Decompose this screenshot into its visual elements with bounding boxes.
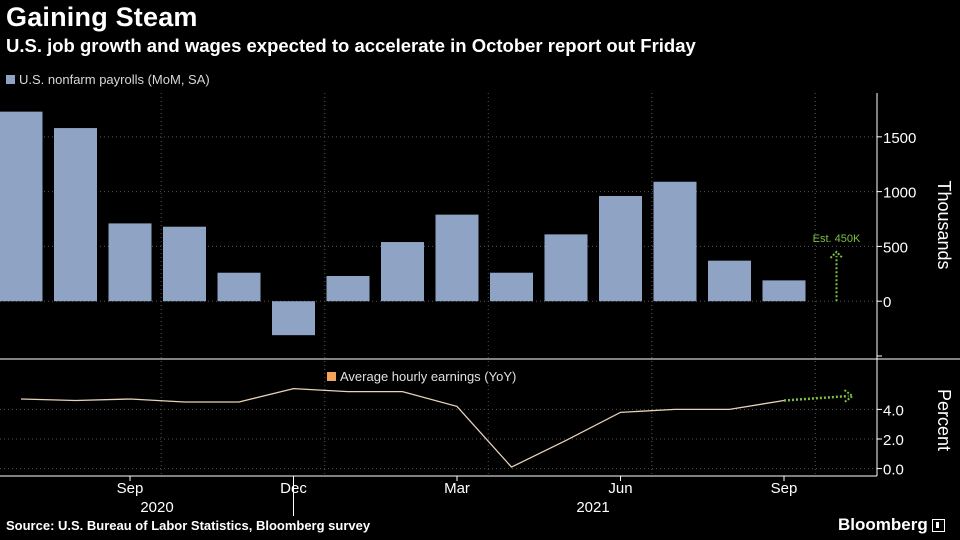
payroll-bar [435, 214, 479, 302]
brand-name: Bloomberg [838, 515, 928, 534]
earnings-legend: Average hourly earnings (YoY) [327, 369, 521, 384]
payroll-bar [381, 242, 424, 302]
earnings-legend-swatch [327, 372, 336, 381]
payrolls-legend-swatch [6, 75, 15, 84]
payroll-bar [217, 272, 261, 302]
payroll-bar [653, 181, 697, 302]
x-tick-label: Jun [608, 480, 632, 497]
bloomberg-chart-icon [931, 518, 945, 532]
payrolls-legend-label: U.S. nonfarm payrolls (MoM, SA) [19, 72, 210, 87]
chart-subtitle: U.S. job growth and wages expected to ac… [6, 35, 696, 56]
payroll-bar [163, 226, 206, 302]
payroll-bar [54, 128, 97, 302]
source-note: Source: U.S. Bureau of Labor Statistics,… [6, 518, 371, 533]
bloomberg-logo: Bloomberg [838, 515, 945, 535]
estimate-arrow-head [829, 250, 844, 259]
payroll-bar [272, 301, 315, 336]
y-tick-label-bottom: 0.0 [883, 462, 904, 479]
payroll-bar [762, 280, 806, 302]
payroll-bar [108, 223, 152, 302]
earnings-line [20, 387, 785, 468]
payroll-bar [490, 272, 533, 302]
payroll-bar [326, 276, 370, 302]
y-tick-label-bottom: 2.0 [883, 432, 904, 449]
estimate-label: Est. 450K [813, 233, 861, 245]
y-tick-label-top: 1500 [883, 130, 916, 147]
payroll-bar [544, 234, 588, 302]
y-tick-label-bottom: 4.0 [883, 402, 904, 419]
payroll-bar [708, 260, 751, 302]
payroll-bar [599, 196, 642, 302]
x-year-label: 2021 [576, 499, 609, 516]
earnings-estimate-arrow-shaft [783, 394, 849, 402]
x-tick-label: Mar [444, 480, 470, 497]
earnings-legend-label: Average hourly earnings (YoY) [340, 369, 517, 384]
x-year-label: 2020 [140, 499, 173, 516]
chart-title: Gaining Steam [6, 2, 198, 32]
x-tick-label: Sep [117, 480, 144, 497]
x-tick-label: Sep [771, 480, 798, 497]
y-tick-label-top: 0 [883, 294, 891, 311]
y-axis-title-top: Thousands [934, 180, 954, 269]
payrolls-legend: U.S. nonfarm payrolls (MoM, SA) [6, 72, 210, 87]
payroll-bar [0, 111, 43, 302]
y-axis-title-bottom: Percent [934, 389, 954, 451]
y-tick-label-top: 500 [883, 239, 908, 256]
y-tick-label-top: 1000 [883, 185, 916, 202]
